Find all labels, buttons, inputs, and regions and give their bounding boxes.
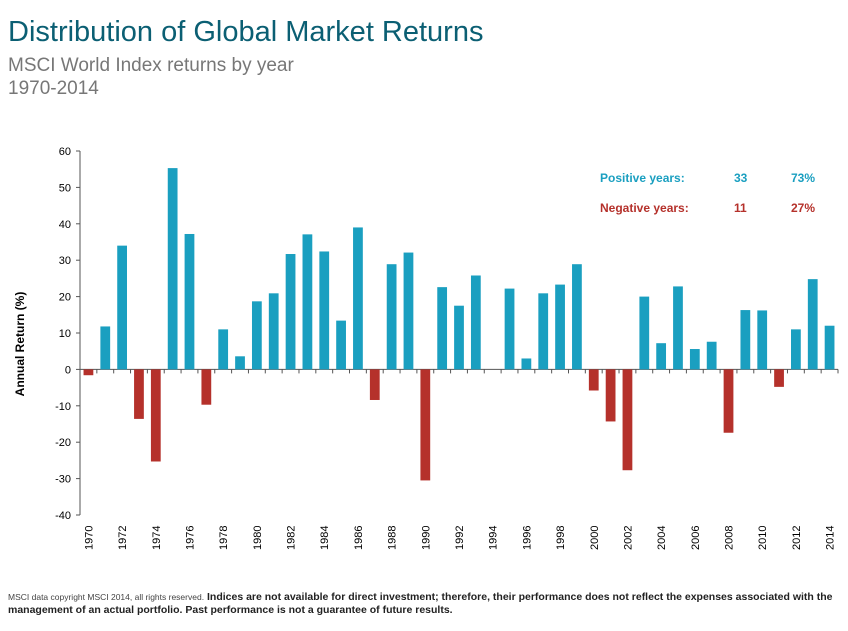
bar-1997 — [538, 293, 549, 370]
y-tick-label: -30 — [55, 474, 71, 486]
bar-1980 — [251, 301, 262, 370]
bar-1991 — [437, 287, 448, 370]
bar-1979 — [235, 356, 245, 370]
x-tick-label: 1978 — [218, 526, 230, 550]
y-tick-label: 50 — [59, 182, 71, 194]
footnote: MSCI data copyright MSCI 2014, all right… — [8, 591, 838, 617]
bar-2013 — [807, 279, 818, 370]
bar-1993 — [470, 275, 481, 370]
x-tick-label: 2000 — [589, 526, 601, 550]
bar-2011 — [774, 369, 784, 387]
x-tick-label: 1970 — [83, 526, 95, 550]
bar-1986 — [353, 227, 363, 370]
bar-2010 — [757, 310, 768, 370]
x-tick-label: 2004 — [656, 526, 668, 550]
bar-1992 — [454, 305, 464, 370]
chart-subtitle: MSCI World Index returns by year — [8, 55, 294, 76]
x-tick-label: 1980 — [252, 526, 264, 550]
y-tick-label: 40 — [59, 219, 71, 231]
y-tick-label: 10 — [59, 328, 71, 340]
summary-positive-pct: 73% — [791, 171, 815, 185]
bar-2005 — [673, 286, 683, 370]
chart-period: 1970-2014 — [8, 78, 99, 99]
bar-1998 — [555, 284, 565, 370]
x-tick-label: 1984 — [319, 526, 331, 550]
x-tick-label: 1992 — [454, 526, 466, 550]
bar-2007 — [706, 341, 717, 370]
y-tick-label: 60 — [59, 146, 71, 158]
x-tick-label: 1994 — [488, 526, 500, 550]
bar-1985 — [336, 320, 346, 370]
y-axis-label: Annual Return (%) — [13, 292, 27, 397]
y-tick-label: 30 — [59, 255, 71, 267]
bar-1990 — [420, 369, 431, 481]
bar-1972 — [117, 245, 127, 370]
bar-1984 — [319, 251, 330, 370]
bar-1978 — [218, 329, 229, 370]
x-tick-label: 2006 — [690, 526, 702, 550]
y-tick-label: -20 — [55, 437, 71, 449]
x-tick-label: 1988 — [387, 526, 399, 550]
x-tick-label: 1986 — [353, 526, 365, 550]
bar-1977 — [201, 369, 212, 405]
bar-2000 — [588, 369, 599, 391]
bar-2012 — [791, 329, 801, 370]
bar-1970 — [83, 369, 94, 376]
bar-1973 — [134, 369, 144, 419]
x-tick-label: 1998 — [555, 526, 567, 550]
bar-1983 — [302, 234, 313, 370]
x-tick-label: 1972 — [117, 526, 129, 550]
footnote-copyright: MSCI data copyright MSCI 2014, all right… — [8, 592, 205, 602]
bar-2001 — [605, 369, 616, 422]
summary-negative-count: 11 — [734, 201, 747, 215]
x-tick-label: 1976 — [184, 526, 196, 550]
y-tick-label: 0 — [65, 364, 71, 376]
x-tick-label: 2010 — [757, 526, 769, 550]
bar-1974 — [150, 369, 161, 462]
x-tick-label: 1982 — [286, 526, 298, 550]
x-tick-label: 1974 — [151, 526, 163, 550]
bar-1988 — [386, 264, 397, 370]
x-tick-labels: 1970 1972 1974 1976 1978 1980 1982 1984 1986 1988… — [83, 526, 836, 550]
bar-1996 — [521, 358, 532, 370]
bar-2004 — [656, 343, 667, 370]
x-tick-label: 1990 — [420, 526, 432, 550]
bar-2003 — [639, 296, 650, 370]
x-tick-label: 2008 — [724, 526, 736, 550]
y-tick-labels: 60 50 40 30 20 10 0 -10 -20 -30 -40 — [55, 146, 71, 522]
bar-2009 — [740, 310, 751, 370]
summary-negative-pct: 27% — [791, 201, 815, 215]
bar-1999 — [572, 264, 582, 370]
summary-positive-label: Positive years: — [600, 171, 685, 185]
bar-1989 — [403, 252, 414, 370]
bar-1982 — [285, 254, 296, 370]
chart-bars — [83, 168, 835, 481]
y-tick-label: -40 — [55, 510, 71, 522]
bar-1971 — [100, 326, 111, 370]
chart-title: Distribution of Global Market Returns — [8, 16, 484, 48]
footnote-disclaimer: Indices are not available for direct inv… — [8, 591, 833, 616]
summary-table: Positive years: 33 73% Negative years: 1… — [600, 171, 815, 215]
summary-positive-count: 33 — [734, 171, 748, 185]
bar-1976 — [184, 233, 195, 370]
bar-2014 — [824, 325, 835, 370]
x-tick-label: 1996 — [521, 526, 533, 550]
bar-2002 — [622, 369, 633, 471]
x-tick-label: 2012 — [791, 526, 803, 550]
summary-negative-label: Negative years: — [600, 201, 689, 215]
y-tick-label: -10 — [55, 401, 71, 413]
x-tick-label: 2014 — [825, 526, 837, 550]
bar-1987 — [369, 369, 380, 400]
x-tick-label: 2002 — [622, 526, 634, 550]
bar-2006 — [689, 349, 700, 370]
bar-1981 — [268, 293, 279, 370]
y-tick-label: 20 — [59, 292, 71, 304]
bar-1995 — [504, 288, 515, 370]
bar-1975 — [167, 168, 178, 370]
bar-2008 — [723, 369, 734, 433]
